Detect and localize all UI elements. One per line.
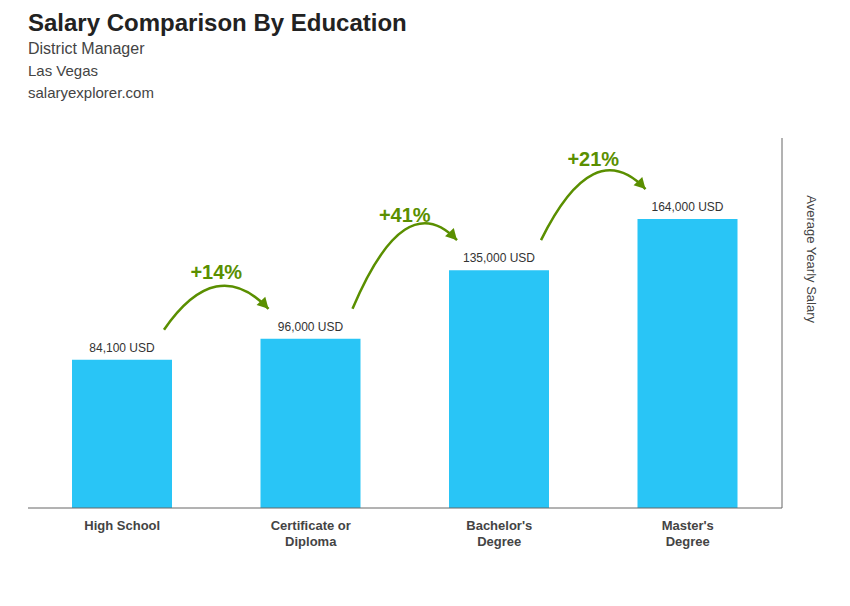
html-text:Las Vegas: Las Vegas <box>28 62 99 79</box>
svg-text:+21%: +21% <box>567 148 619 170</box>
svg-text:Average Yearly Salary: Average Yearly Salary <box>804 195 819 323</box>
svg-text:High School: High School <box>84 518 160 533</box>
svg-text:Bachelor'sDegree: Bachelor'sDegree <box>466 518 532 549</box>
svg-text:135,000 USD: 135,000 USD <box>463 251 535 265</box>
svg-text:+41%: +41% <box>379 204 431 226</box>
svg-text:+14%: +14% <box>190 261 242 283</box>
svg-text:Certificate orDiploma: Certificate orDiploma <box>271 518 351 549</box>
svg-text:164,000 USD: 164,000 USD <box>651 200 723 214</box>
html-text:District Manager: District Manager <box>28 40 145 57</box>
html-text:Salary Comparison By Education: Salary Comparison By Education <box>28 9 407 36</box>
svg-text:84,100 USD: 84,100 USD <box>89 341 155 355</box>
svg-text:Master'sDegree: Master'sDegree <box>662 518 714 549</box>
svg-text:96,000 USD: 96,000 USD <box>278 320 344 334</box>
html-text:salaryexplorer.com: salaryexplorer.com <box>28 84 154 101</box>
